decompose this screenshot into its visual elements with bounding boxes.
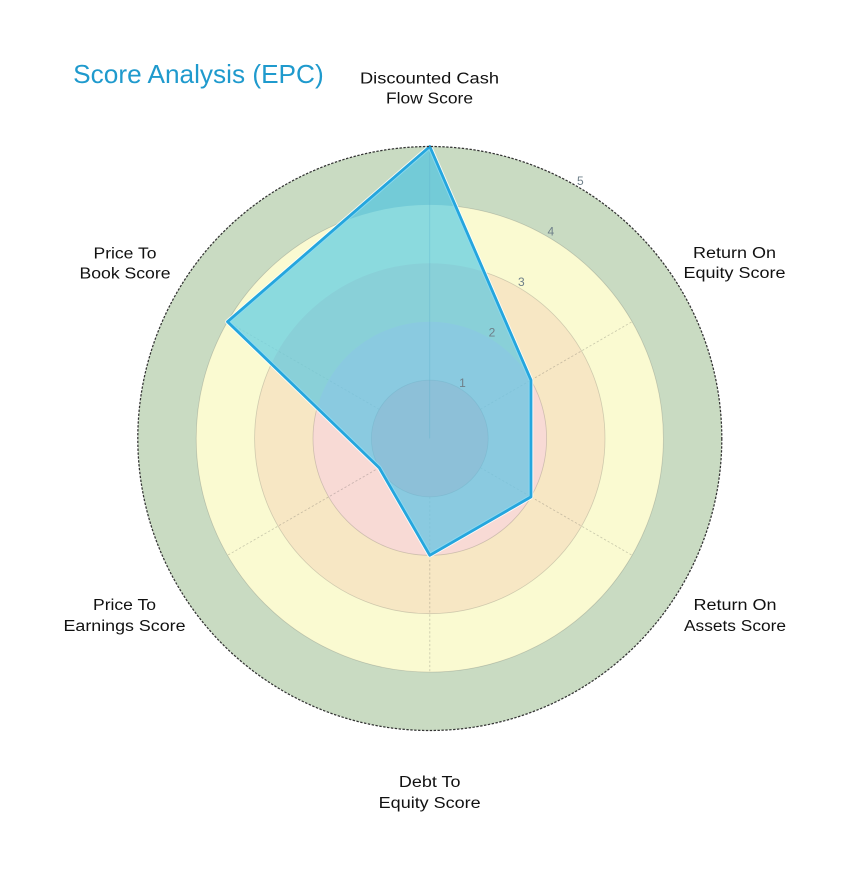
svg-text:4: 4 — [548, 225, 555, 239]
svg-text:Flow Score: Flow Score — [386, 91, 473, 108]
svg-text:Equity Score: Equity Score — [379, 795, 481, 812]
svg-text:Score Analysis (EPC): Score Analysis (EPC) — [73, 59, 324, 89]
svg-text:3: 3 — [518, 275, 525, 289]
svg-text:Book Score: Book Score — [80, 265, 171, 282]
svg-text:Discounted Cash: Discounted Cash — [360, 71, 499, 88]
svg-text:1: 1 — [459, 376, 466, 390]
svg-text:Equity Score: Equity Score — [684, 265, 786, 282]
svg-text:Earnings Score: Earnings Score — [64, 618, 186, 635]
svg-text:Price To: Price To — [93, 597, 156, 614]
svg-text:2: 2 — [489, 325, 496, 339]
svg-text:5: 5 — [577, 174, 584, 188]
svg-text:Return On: Return On — [694, 597, 777, 614]
svg-text:Debt To: Debt To — [399, 774, 461, 791]
svg-text:Price To: Price To — [94, 245, 157, 262]
svg-text:Return On: Return On — [693, 245, 776, 262]
svg-text:Assets Score: Assets Score — [684, 618, 786, 635]
